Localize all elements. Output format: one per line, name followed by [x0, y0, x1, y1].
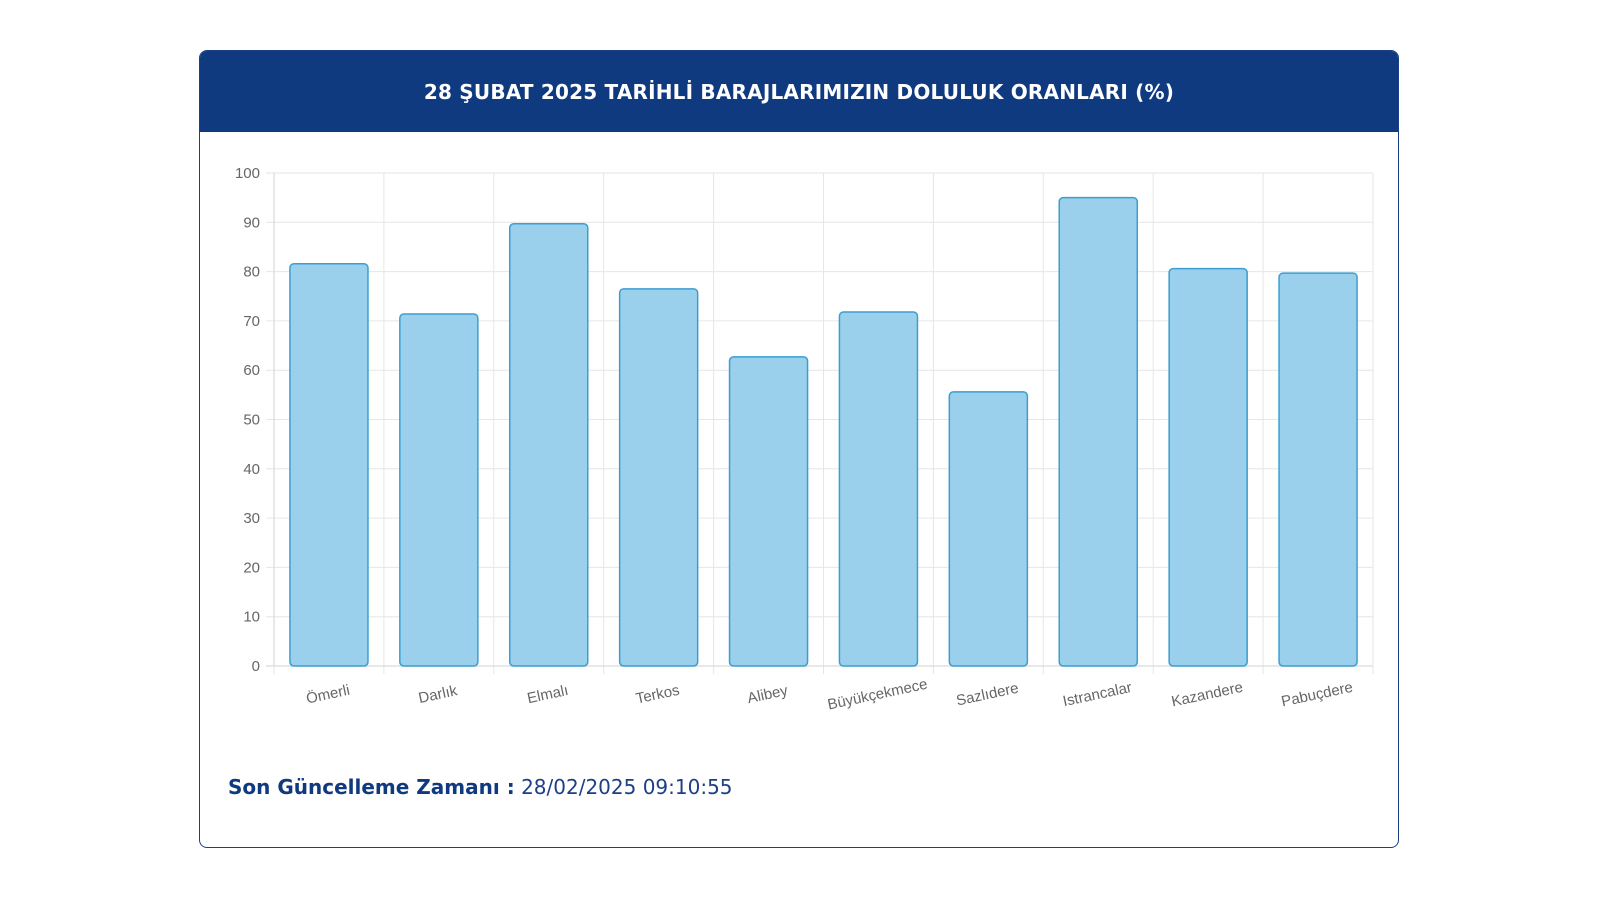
bar: [1168, 267, 1248, 667]
y-tick-label: 70: [243, 313, 260, 330]
x-tick-label: Terkos: [634, 682, 681, 708]
y-tick-label: 100: [235, 165, 260, 182]
y-tick-label: 20: [243, 559, 260, 576]
x-tick-label: Sazlıdere: [955, 680, 1021, 710]
bar: [618, 288, 699, 667]
x-tick-label: Büyükçekmece: [826, 676, 929, 714]
y-tick-label: 60: [243, 362, 260, 379]
x-tick-label: Alibey: [746, 682, 790, 707]
last-update-line: Son Güncelleme Zamanı : 28/02/2025 09:10…: [228, 775, 733, 799]
x-tick-label: Elmalı: [526, 682, 570, 707]
x-tick-label: Ömerli: [304, 681, 351, 708]
last-update-value: 28/02/2025 09:10:55: [521, 775, 733, 799]
bar: [399, 313, 479, 667]
x-tick-label: Istrancalar: [1061, 679, 1133, 710]
y-tick-label: 90: [243, 214, 260, 231]
x-tick-label: Pabuçdere: [1280, 679, 1355, 711]
chart-card: 28 ŞUBAT 2025 TARİHLİ BARAJLARIMIZIN DOL…: [199, 50, 1399, 848]
y-tick-label: 80: [243, 264, 260, 281]
card-header: 28 ŞUBAT 2025 TARİHLİ BARAJLARIMIZIN DOL…: [200, 51, 1398, 132]
y-tick-label: 40: [243, 461, 260, 478]
y-tick-label: 50: [243, 412, 260, 429]
last-update-label: Son Güncelleme Zamanı :: [228, 775, 515, 799]
y-tick-label: 30: [243, 510, 260, 527]
y-tick-label: 10: [243, 609, 260, 626]
chart-title: 28 ŞUBAT 2025 TARİHLİ BARAJLARIMIZIN DOL…: [423, 79, 1175, 104]
bar: [289, 262, 369, 667]
x-tick-label: Darlık: [417, 682, 459, 707]
bar-chart: 0 10 20 30 40 50 60 70 80 90 100 Ömerli Darlık Elmalı…: [235, 165, 1374, 714]
y-tick-label: 0: [252, 658, 260, 675]
bar: [728, 356, 809, 667]
bar: [1278, 272, 1358, 667]
bar: [948, 391, 1029, 667]
bar: [508, 223, 589, 667]
bar: [838, 311, 919, 667]
bar: [1058, 196, 1139, 667]
x-tick-label: Kazandere: [1170, 679, 1245, 711]
